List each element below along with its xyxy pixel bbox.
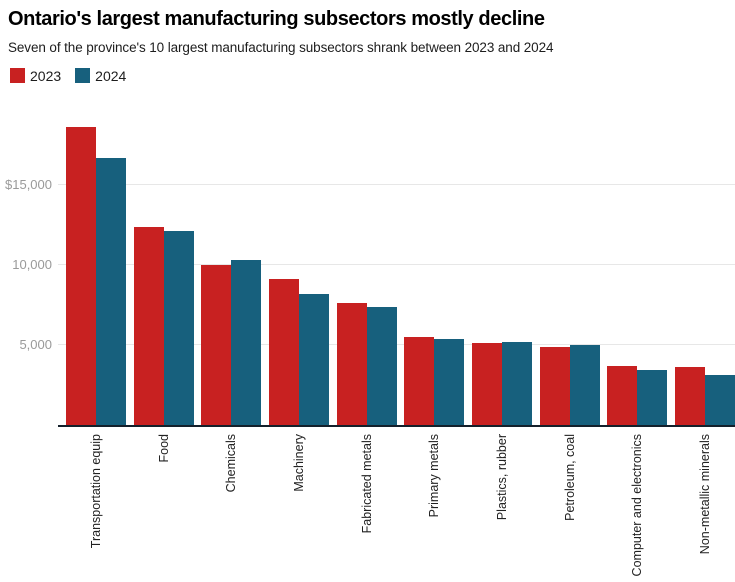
bar-2024 <box>434 339 465 425</box>
x-axis-label: Machinery <box>291 434 306 492</box>
y-tick-label-10000: 10,000 <box>12 257 52 272</box>
chart-header: Ontario's largest manufacturing subsecto… <box>0 0 735 84</box>
bar-group <box>607 115 668 425</box>
bar-group <box>66 115 126 425</box>
x-label-slot: Chemicals <box>201 434 261 492</box>
x-axis-line <box>58 425 735 427</box>
bar-chart: 5,000 10,000 $15,000 Transportation equip F… <box>5 115 735 576</box>
x-axis-label: Food <box>156 434 171 463</box>
bar-group <box>471 115 532 425</box>
x-label-slot: Petroleum, coal <box>540 434 600 521</box>
gridline-10000 <box>58 264 735 265</box>
x-axis-label: Computer and electronics <box>630 434 645 577</box>
bar-group <box>201 115 262 425</box>
bar-2024 <box>96 157 126 425</box>
x-label-slot: Primary metals <box>404 434 464 517</box>
x-label-slot: Transportation equip <box>66 434 126 548</box>
x-axis-labels: Transportation equip Food Chemicals Machine… <box>62 434 735 576</box>
y-tick-label-15000: $15,000 <box>5 177 52 192</box>
bar-2023 <box>539 347 570 425</box>
x-label-slot: Plastics, rubber <box>472 434 532 520</box>
bar-group <box>539 115 600 425</box>
bar-2023 <box>404 337 435 425</box>
legend-item-2023: 2023 <box>10 68 61 84</box>
bar-2024 <box>298 293 329 425</box>
bar-2023 <box>133 226 164 425</box>
bar-2023 <box>336 302 367 425</box>
chart-title: Ontario's largest manufacturing subsecto… <box>8 8 545 30</box>
bar-2023 <box>607 365 638 425</box>
x-axis-label: Petroleum, coal <box>562 434 577 521</box>
x-label-slot: Machinery <box>269 434 329 492</box>
legend-label-2023: 2023 <box>30 67 62 84</box>
x-label-slot: Non-metallic minerals <box>675 434 735 554</box>
legend-swatch-2024 <box>75 68 91 83</box>
bar-group <box>404 115 465 425</box>
legend-label-2024: 2024 <box>95 67 127 84</box>
x-axis-label: Chemicals <box>224 434 239 493</box>
bar-2024 <box>704 375 735 425</box>
x-label-slot: Computer and electronics <box>607 434 667 576</box>
bar-group <box>133 115 194 425</box>
bar-2024 <box>163 230 194 425</box>
bar-2024 <box>231 260 262 425</box>
bar-2024 <box>569 345 600 425</box>
plot-area: 5,000 10,000 $15,000 <box>5 115 735 427</box>
y-tick-label-5000: 5,000 <box>19 337 52 352</box>
x-label-slot: Food <box>134 434 194 463</box>
x-axis-label: Transportation equip <box>89 434 103 549</box>
gridline-15000 <box>58 184 735 185</box>
legend-swatch-2023 <box>10 68 25 83</box>
bars-container <box>62 115 735 425</box>
bar-group <box>674 115 735 425</box>
bar-2024 <box>501 341 532 425</box>
bar-2023 <box>268 279 299 425</box>
bar-2024 <box>366 307 397 425</box>
legend: 2023 2024 <box>10 68 725 84</box>
x-label-slot: Fabricated metals <box>337 434 397 533</box>
bar-group <box>336 115 397 425</box>
chart-subtitle: Seven of the province's 10 largest manuf… <box>8 40 554 55</box>
bar-2023 <box>471 343 502 425</box>
x-axis-label: Non-metallic minerals <box>697 434 712 555</box>
x-axis-label: Fabricated metals <box>359 434 374 534</box>
bar-2023 <box>674 366 705 425</box>
bar-group <box>268 115 329 425</box>
legend-item-2024: 2024 <box>75 68 126 84</box>
bar-2024 <box>637 369 668 425</box>
bar-2023 <box>201 265 232 425</box>
bar-2023 <box>66 126 96 425</box>
x-axis-label: Primary metals <box>427 434 442 518</box>
x-axis-label: Plastics, rubber <box>494 434 509 521</box>
